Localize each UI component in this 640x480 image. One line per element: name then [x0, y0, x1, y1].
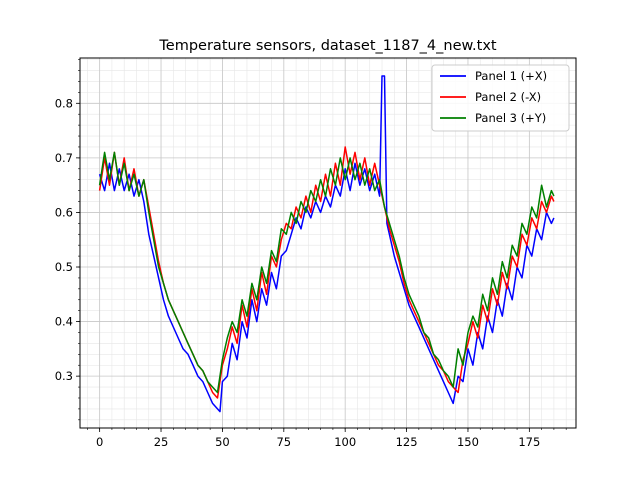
- tick-label-y: 0.3: [55, 369, 73, 383]
- plot-frame: [79, 57, 577, 429]
- series-line-3: [98, 151, 555, 394]
- series-layer: [98, 75, 555, 413]
- tick-label-y: 0.5: [55, 260, 73, 274]
- grid: [80, 58, 576, 428]
- ticks: 0 25 50 75 100 125 150 175 0.3 0.4 0.5 0.6 0.7 0.8: [55, 59, 567, 449]
- tick-label-x: 175: [518, 435, 540, 449]
- tick-label-y: 0.4: [55, 315, 73, 329]
- tick-label-y: 0.8: [55, 96, 73, 110]
- series-line-1: [98, 75, 555, 413]
- tick-label-x: 0: [96, 435, 103, 449]
- tick-label-x: 50: [215, 435, 230, 449]
- tick-label-x: 25: [154, 435, 169, 449]
- legend-box: [431, 64, 570, 132]
- tick-label-x: 100: [334, 435, 356, 449]
- legend-label: Panel 3 (+Y): [475, 111, 546, 125]
- tick-label-x: 150: [457, 435, 479, 449]
- legend-label: Panel 2 (-X): [475, 90, 541, 104]
- legend: Panel 1 (+X) Panel 2 (-X) Panel 3 (+Y): [431, 64, 570, 132]
- tick-label-y: 0.6: [55, 205, 73, 219]
- tick-label-y: 0.7: [55, 151, 73, 165]
- tick-label-x: 75: [276, 435, 291, 449]
- legend-label: Panel 1 (+X): [475, 69, 547, 83]
- chart-title: Temperature sensors, dataset_1187_4_new.…: [158, 38, 496, 54]
- tick-label-x: 125: [396, 435, 418, 449]
